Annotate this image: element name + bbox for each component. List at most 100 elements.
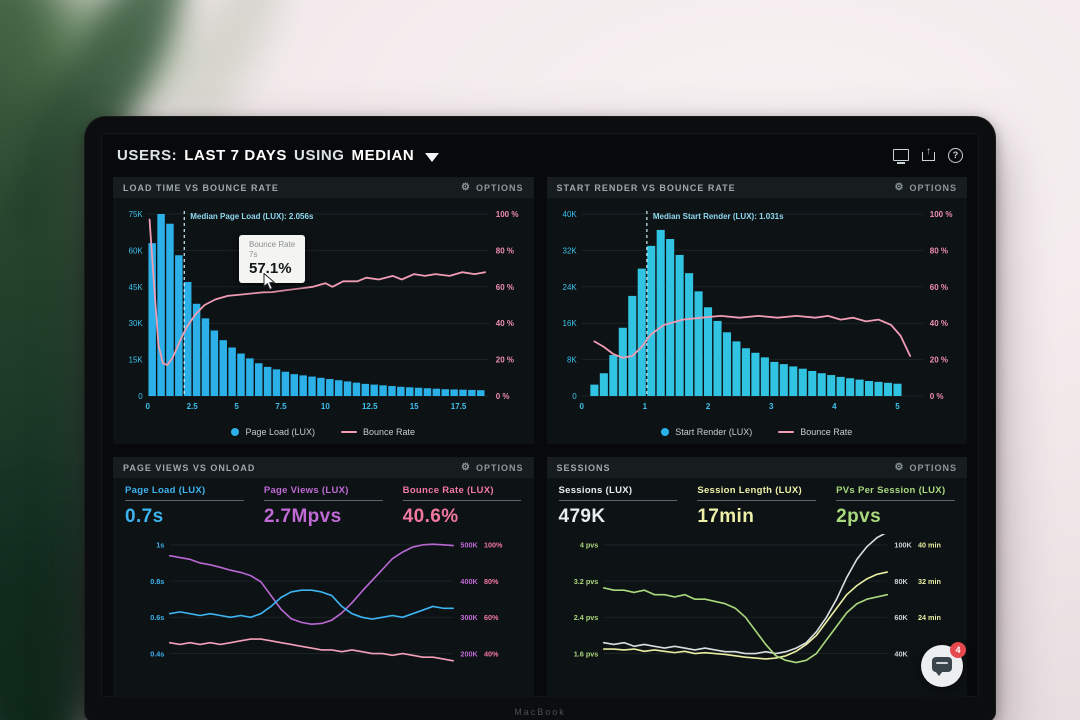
- svg-text:80%: 80%: [484, 577, 499, 586]
- bounce-rate-tooltip: Bounce Rate 7s 57.1%: [239, 235, 306, 283]
- options-button[interactable]: ⚙ OPTIONS: [461, 461, 524, 473]
- svg-text:0 %: 0 %: [496, 392, 510, 401]
- gear-icon: ⚙: [461, 461, 471, 473]
- panel-title: SESSIONS: [556, 462, 611, 473]
- metric-page-load: Page Load (LUX) 0.7s: [125, 485, 244, 534]
- svg-text:0.4s: 0.4s: [150, 649, 164, 658]
- legend-label: Page Load (LUX): [245, 427, 315, 437]
- svg-text:32 min: 32 min: [917, 577, 940, 586]
- date-range-dropdown[interactable]: USERS: LAST 7 DAYS USING MEDIAN: [117, 146, 440, 164]
- svg-text:0.6s: 0.6s: [150, 613, 164, 622]
- legend-line-icon: [778, 430, 795, 434]
- metric-label: Page Load (LUX): [125, 485, 206, 496]
- tooltip-title: Bounce Rate: [249, 240, 296, 249]
- svg-text:75K: 75K: [129, 210, 144, 219]
- share-icon[interactable]: ↑: [922, 146, 935, 161]
- svg-text:3.2 pvs: 3.2 pvs: [573, 577, 598, 586]
- header-icons: ↑ ?: [893, 146, 963, 164]
- start-render-chart[interactable]: 40K 100 % 32K 80 % 24K 60 % 16K 40 % 8K 20 % 0 0 % 0…: [547, 198, 968, 420]
- share-arrow-glyph: ↑: [926, 146, 931, 157]
- metric-value: 2.7Mpvs: [263, 506, 342, 527]
- chat-unread-badge: 4: [950, 642, 966, 658]
- load-time-chart[interactable]: 75K 100 % 60K 80 % 45K 60 % 30K 40 % 15K 20 % 0 0 %…: [113, 198, 534, 420]
- panel-sessions-header: SESSIONS ⚙ OPTIONS: [546, 457, 967, 478]
- options-label: OPTIONS: [475, 462, 524, 473]
- chat-launcher-button[interactable]: 4: [921, 642, 966, 687]
- svg-text:2.5: 2.5: [187, 402, 199, 411]
- metric-divider: [263, 500, 383, 501]
- svg-text:17.5: 17.5: [451, 402, 467, 411]
- svg-text:12.5: 12.5: [362, 402, 378, 411]
- svg-text:400K: 400K: [460, 577, 478, 586]
- metric-divider: [402, 500, 522, 501]
- options-label: OPTIONS: [909, 462, 957, 473]
- svg-text:24 min: 24 min: [917, 613, 940, 622]
- gear-icon: ⚙: [894, 461, 905, 473]
- svg-text:60 %: 60 %: [496, 283, 514, 292]
- tooltip-value: 57.1%: [249, 260, 292, 277]
- svg-text:40K: 40K: [894, 649, 908, 658]
- svg-text:0 %: 0 %: [929, 392, 943, 401]
- title-range: LAST 7 DAYS: [184, 146, 288, 164]
- options-button[interactable]: ⚙ OPTIONS: [461, 182, 524, 193]
- options-label: OPTIONS: [909, 182, 957, 193]
- panel-start-render-header: START RENDER VS BOUNCE RATE ⚙ OPTIONS: [546, 177, 967, 198]
- legend-line-icon: [341, 430, 357, 434]
- start-render-legend: Start Render (LUX) Bounce Rate: [547, 420, 968, 444]
- svg-text:4: 4: [832, 402, 837, 411]
- legend-label: Start Render (LUX): [675, 427, 753, 437]
- svg-text:2: 2: [705, 402, 710, 411]
- metric-pvs-per-session: PVs Per Session (LUX) 2pvs: [836, 485, 955, 534]
- metric-value: 17min: [697, 506, 755, 527]
- panel-grid: LOAD TIME VS BOUNCE RATE ⚙ OPTIONS 75K 10…: [113, 177, 967, 697]
- svg-text:30K: 30K: [129, 319, 144, 328]
- display-icon[interactable]: [893, 149, 909, 164]
- svg-text:5: 5: [234, 402, 239, 411]
- svg-text:40 min: 40 min: [917, 541, 940, 550]
- options-button[interactable]: ⚙ OPTIONS: [895, 182, 957, 193]
- dashboard-header: USERS: LAST 7 DAYS USING MEDIAN ↑ ?: [101, 133, 979, 177]
- laptop: USERS: LAST 7 DAYS USING MEDIAN ↑ ?: [84, 116, 996, 720]
- metric-divider: [558, 500, 678, 501]
- chat-bubble-icon: [932, 657, 952, 676]
- svg-text:0: 0: [572, 392, 577, 401]
- metric-label: Sessions (LUX): [558, 485, 633, 496]
- metric-sessions: Sessions (LUX) 479K: [558, 485, 678, 534]
- title-metric: MEDIAN: [351, 146, 415, 164]
- metric-page-views: Page Views (LUX) 2.7Mpvs: [263, 485, 383, 534]
- svg-text:40%: 40%: [484, 649, 499, 658]
- panel-load-time: LOAD TIME VS BOUNCE RATE ⚙ OPTIONS 75K 10…: [113, 177, 534, 444]
- panel-start-render: START RENDER VS BOUNCE RATE ⚙ OPTIONS 4 0…: [546, 177, 968, 444]
- legend-dot-icon: [231, 428, 240, 436]
- page-views-metrics: Page Load (LUX) 0.7s Page Views (LUX) 2.…: [113, 478, 534, 534]
- metric-value: 479K: [558, 506, 606, 527]
- svg-text:8K: 8K: [566, 356, 576, 365]
- svg-text:60K: 60K: [894, 613, 908, 622]
- page-views-chart[interactable]: 1s 500K 100% 0.8s 400K 80% 0.6s 300K 60% 0.4s 200K…: [113, 534, 534, 697]
- chevron-down-icon[interactable]: [425, 152, 440, 162]
- metric-session-length: Session Length (LUX) 17min: [697, 485, 817, 534]
- panel-load-time-header: LOAD TIME VS BOUNCE RATE ⚙ OPTIONS: [113, 177, 534, 198]
- svg-text:300K: 300K: [460, 613, 478, 622]
- options-label: OPTIONS: [475, 182, 524, 193]
- legend-label: Bounce Rate: [800, 427, 853, 437]
- metric-label: Page Views (LUX): [263, 485, 349, 496]
- svg-text:0: 0: [579, 402, 584, 411]
- svg-text:10: 10: [321, 402, 330, 411]
- help-icon[interactable]: ?: [948, 147, 963, 163]
- metric-divider: [836, 500, 955, 501]
- svg-text:2.4 pvs: 2.4 pvs: [573, 613, 598, 622]
- svg-text:500K: 500K: [460, 541, 478, 550]
- options-button[interactable]: ⚙ OPTIONS: [894, 461, 957, 473]
- svg-text:60 %: 60 %: [929, 283, 947, 292]
- panel-page-views: PAGE VIEWS VS ONLOAD ⚙ OPTIONS Page Load…: [113, 457, 534, 697]
- metric-value: 2pvs: [836, 506, 882, 527]
- svg-text:1s: 1s: [156, 541, 164, 550]
- sessions-chart[interactable]: 4 pvs 100K 40 min 3.2 pvs 80K 32 min 2.4 pvs 60…: [547, 534, 968, 697]
- title-users: USERS:: [117, 146, 178, 164]
- svg-text:0.8s: 0.8s: [150, 577, 164, 586]
- svg-text:60%: 60%: [484, 613, 499, 622]
- legend-label: Bounce Rate: [363, 427, 416, 437]
- svg-text:80K: 80K: [894, 577, 908, 586]
